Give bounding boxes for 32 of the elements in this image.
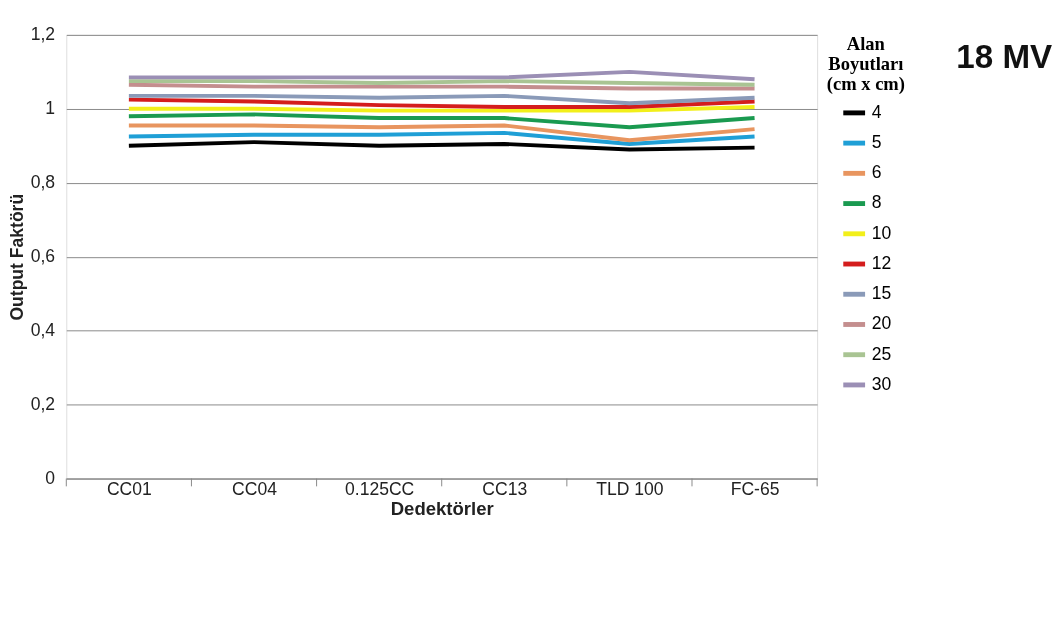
y-tick-label: 0 bbox=[45, 467, 56, 488]
legend-label: 10 bbox=[871, 222, 892, 243]
text: 18 MV bbox=[956, 38, 1053, 76]
line-series bbox=[126, 140, 757, 152]
legend-label: 15 bbox=[871, 283, 892, 304]
y-tick-label: 0,4 bbox=[30, 320, 56, 341]
legend-label: 5 bbox=[871, 131, 882, 152]
x-axis-title: Dedektörler bbox=[390, 498, 494, 520]
x-tick-label: FC-65 bbox=[730, 478, 780, 499]
x-tick-label: TLD 100 bbox=[596, 478, 664, 499]
line-series bbox=[126, 97, 757, 109]
legend-label: 30 bbox=[871, 373, 892, 394]
y-axis-title: Output Faktörü bbox=[6, 193, 27, 321]
legend-title: Alan Boyutları (cm x cm) bbox=[826, 32, 905, 96]
line-series bbox=[126, 112, 757, 130]
legend-label: 25 bbox=[871, 343, 892, 364]
x-tick-label: CC04 bbox=[232, 478, 278, 499]
legend-label: 4 bbox=[871, 101, 882, 122]
x-tick-label: CC13 bbox=[482, 478, 528, 499]
y-tick-label: 1 bbox=[45, 98, 56, 119]
y-tick-label: 0,2 bbox=[30, 393, 56, 414]
y-tick-label: 0,8 bbox=[30, 172, 56, 193]
y-tick-label: 1,2 bbox=[30, 24, 56, 45]
legend-label: 12 bbox=[871, 252, 892, 273]
legend-label: 20 bbox=[871, 313, 892, 334]
legend-label: 6 bbox=[871, 162, 882, 183]
x-tick-label: CC01 bbox=[106, 478, 152, 499]
y-tick-label: 0,6 bbox=[30, 246, 56, 267]
line-series bbox=[126, 130, 757, 146]
x-tick-label: 0.125CC bbox=[345, 478, 415, 499]
line-series bbox=[126, 123, 757, 143]
legend-label: 8 bbox=[871, 192, 882, 213]
